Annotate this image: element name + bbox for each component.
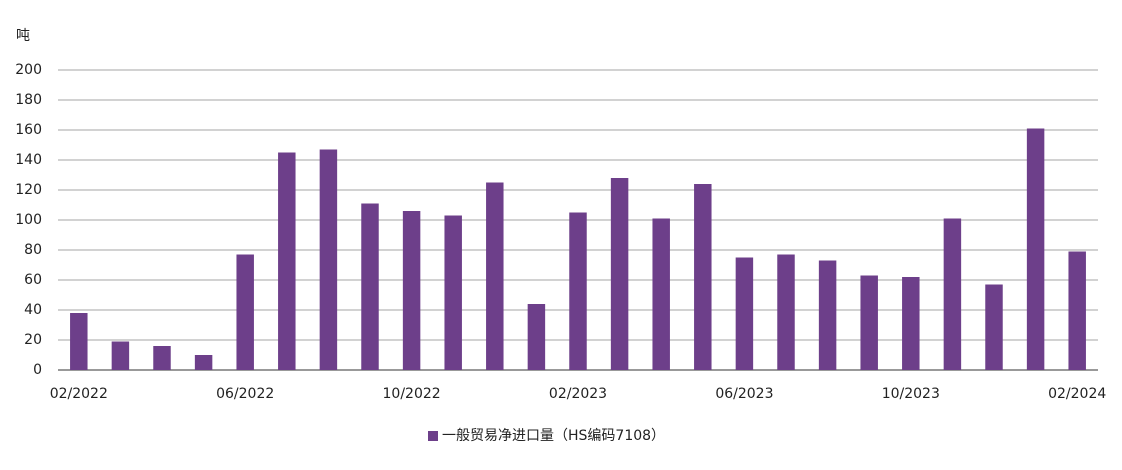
bar xyxy=(694,184,712,370)
bar xyxy=(236,254,254,370)
bar xyxy=(111,341,130,370)
y-tick-label: 20 xyxy=(24,332,42,348)
x-tick-label: 02/2024 xyxy=(1048,386,1106,402)
bar xyxy=(943,218,962,370)
bar xyxy=(610,178,629,370)
y-tick-label: 0 xyxy=(33,362,42,378)
y-tick-label: 180 xyxy=(15,92,42,108)
bar xyxy=(486,182,504,370)
y-axis-label: 吨 xyxy=(16,28,30,44)
y-tick-label: 100 xyxy=(15,212,42,228)
legend-swatch xyxy=(428,431,438,441)
bar xyxy=(985,284,1003,370)
x-tick-label: 10/2023 xyxy=(882,386,940,402)
bar xyxy=(319,149,338,370)
bar xyxy=(402,211,421,370)
bar xyxy=(278,152,296,370)
x-tick-label: 02/2023 xyxy=(549,386,607,402)
x-tick-label: 02/2022 xyxy=(50,386,108,402)
bar xyxy=(777,254,795,370)
y-tick-label: 200 xyxy=(15,62,42,78)
bar xyxy=(1026,128,1045,370)
bar xyxy=(444,215,462,370)
y-tick-label: 140 xyxy=(15,152,42,168)
bar xyxy=(818,260,837,370)
bar xyxy=(153,346,171,370)
bar xyxy=(652,218,670,370)
x-tick-label: 06/2023 xyxy=(715,386,773,402)
bar xyxy=(735,257,754,370)
bar xyxy=(902,277,920,370)
bar xyxy=(527,304,546,370)
x-tick-label: 06/2022 xyxy=(216,386,274,402)
bar xyxy=(194,355,213,370)
bar xyxy=(70,313,88,370)
y-tick-label: 80 xyxy=(24,242,42,258)
bar xyxy=(569,212,587,370)
y-tick-label: 120 xyxy=(15,182,42,198)
bar xyxy=(361,203,379,370)
bar xyxy=(860,275,878,370)
legend-label: 一般贸易净进口量（HS编码7108） xyxy=(442,428,665,444)
x-tick-label: 10/2022 xyxy=(383,386,441,402)
bar xyxy=(1068,251,1086,370)
y-tick-label: 40 xyxy=(24,302,42,318)
y-tick-label: 160 xyxy=(15,122,42,138)
y-tick-label: 60 xyxy=(24,272,42,288)
